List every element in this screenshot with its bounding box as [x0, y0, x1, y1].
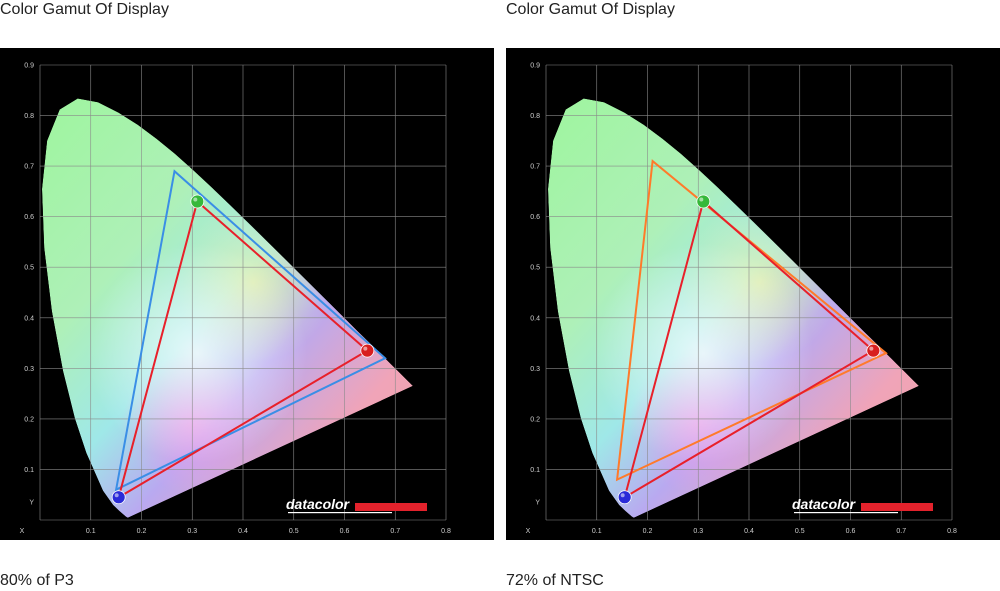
x-tick-label: 0.4 — [744, 528, 754, 535]
x-tick-label: 0.2 — [643, 528, 653, 535]
spectral-locus — [548, 98, 919, 518]
gamut-panel-p3: Color Gamut Of Display X 0.1 0.2 0.3 0.4 0.5 0… — [0, 0, 494, 590]
measured-gamut-triangle — [117, 199, 369, 500]
x-tick-label: 0.1 — [86, 528, 96, 535]
x-tick-label: 0.8 — [441, 528, 451, 535]
reference-gamut-triangle — [615, 159, 888, 482]
y-tick-label: 0.9 — [24, 63, 34, 70]
chart-title: Color Gamut Of Display — [0, 1, 169, 18]
x-tick-label: 0.2 — [137, 528, 147, 535]
gamut-panel-ntsc: Color Gamut Of Display X 0.1 0.2 0.3 0.4 0.5 0… — [506, 0, 1000, 590]
reference-gamut-triangle — [114, 169, 387, 492]
y-tick-label: 0.2 — [24, 416, 34, 423]
y-tick-label: Y — [535, 500, 540, 507]
y-tick-label: 0.3 — [24, 366, 34, 373]
y-tick-label: 0.8 — [530, 113, 540, 120]
x-tick-label: 0.4 — [238, 528, 248, 535]
svg-text:datacolor: datacolor — [286, 496, 351, 512]
chart-caption: 80% of P3 — [0, 572, 74, 589]
y-tick-label: 0.4 — [24, 315, 34, 322]
cie-chart-p3: X 0.1 0.2 0.3 0.4 0.5 0.6 0.7 0.8 Y 0.1 0.2 0.3 0.4 0.… — [0, 48, 494, 540]
spectral-locus — [42, 98, 413, 518]
y-tick-label: 0.7 — [24, 164, 34, 171]
x-tick-label: 0.5 — [795, 528, 805, 535]
y-tick-label: 0.3 — [530, 366, 540, 373]
svg-text:datacolor: datacolor — [792, 496, 857, 512]
y-tick-label: 0.5 — [24, 265, 34, 272]
y-tick-label: 0.1 — [530, 467, 540, 474]
x-tick-label: X — [20, 528, 25, 535]
x-tick-label: 0.6 — [846, 528, 856, 535]
x-tick-label: 0.1 — [592, 528, 602, 535]
y-tick-label: 0.1 — [24, 467, 34, 474]
x-tick-label: 0.8 — [947, 528, 957, 535]
x-tick-label: 0.7 — [896, 528, 906, 535]
x-tick-label: 0.5 — [289, 528, 299, 535]
chart-title: Color Gamut Of Display — [506, 1, 675, 18]
x-tick-label: 0.3 — [187, 528, 197, 535]
cie-chart-svg: X 0.1 0.2 0.3 0.4 0.5 0.6 0.7 0.8 Y 0.1 0.2 0.3 0.4 0.… — [20, 63, 451, 536]
y-tick-label: 0.8 — [24, 113, 34, 120]
y-tick-label: Y — [29, 500, 34, 507]
x-tick-label: 0.7 — [390, 528, 400, 535]
y-tick-label: 0.9 — [530, 63, 540, 70]
cie-chart-ntsc: X 0.1 0.2 0.3 0.4 0.5 0.6 0.7 0.8 Y 0.1 0.2 0.3 0.4 0.… — [506, 48, 1000, 540]
green-primary-marker — [696, 194, 711, 209]
datacolor-logo: datacolor — [792, 496, 933, 514]
y-tick-label: 0.2 — [530, 416, 540, 423]
blue-primary-marker — [111, 490, 126, 505]
x-tick-label: 0.3 — [693, 528, 703, 535]
y-tick-label: 0.4 — [530, 315, 540, 322]
red-primary-marker — [866, 343, 881, 358]
green-primary-marker — [190, 194, 205, 209]
measured-gamut-triangle — [623, 199, 875, 500]
datacolor-logo: datacolor — [286, 496, 427, 514]
x-tick-label: 0.6 — [340, 528, 350, 535]
red-primary-marker — [360, 343, 375, 358]
x-tick-label: X — [526, 528, 531, 535]
y-tick-label: 0.7 — [530, 164, 540, 171]
y-tick-label: 0.6 — [530, 214, 540, 221]
y-tick-label: 0.5 — [530, 265, 540, 272]
chart-caption: 72% of NTSC — [506, 572, 604, 589]
blue-primary-marker — [617, 490, 632, 505]
y-tick-label: 0.6 — [24, 214, 34, 221]
cie-chart-svg: X 0.1 0.2 0.3 0.4 0.5 0.6 0.7 0.8 Y 0.1 0.2 0.3 0.4 0.… — [526, 63, 957, 536]
